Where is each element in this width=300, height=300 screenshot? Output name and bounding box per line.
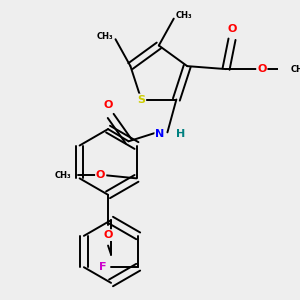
Text: CH₃: CH₃ [176,11,193,20]
Text: H: H [176,129,185,139]
Text: S: S [137,94,145,104]
Text: O: O [103,100,112,110]
Text: CH₃: CH₃ [97,32,113,41]
Text: O: O [257,64,267,74]
Text: O: O [96,170,105,180]
Text: CH₃: CH₃ [291,64,300,74]
Text: O: O [227,24,237,34]
Text: N: N [155,129,165,139]
Text: CH₃: CH₃ [55,171,72,180]
Text: O: O [103,230,113,240]
Text: F: F [99,262,106,272]
